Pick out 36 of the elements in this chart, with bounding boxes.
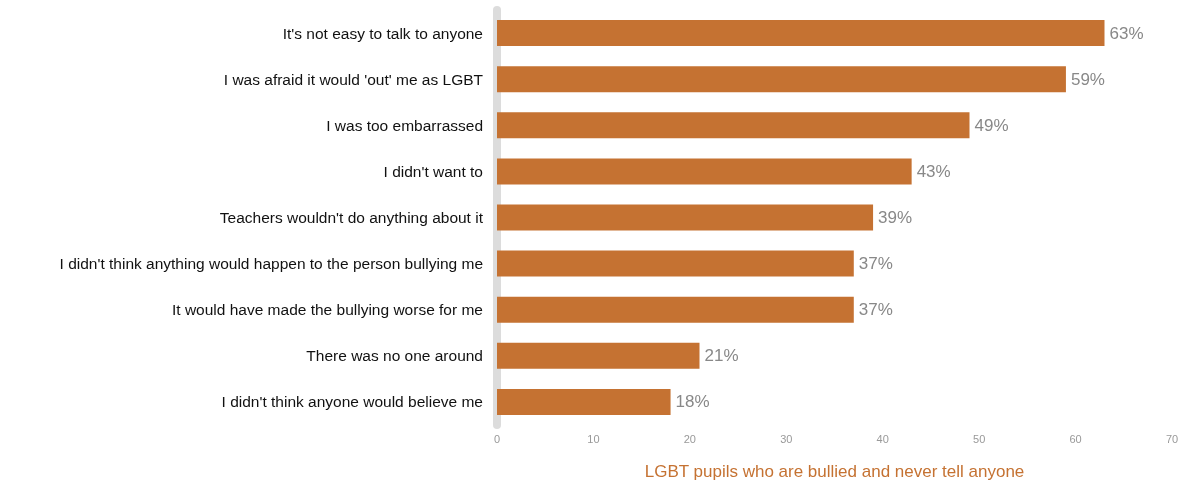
bar [497,342,700,369]
y-tick-label: I didn't think anything would happen to the person bullying me [59,255,483,273]
data-label: 37% [858,300,893,320]
y-tick-label: Teachers wouldn't do anything about it [219,209,484,226]
y-tick-label: There was no one around [306,347,483,365]
bar [497,250,854,277]
bar [497,112,970,139]
data-label: 63% [1109,23,1144,43]
x-tick-label: 20 [683,432,696,445]
x-tick-label: 10 [587,432,600,445]
x-tick-label: 60 [1069,432,1082,445]
data-label: 49% [974,115,1009,135]
data-label: 21% [704,346,739,366]
bar [497,296,854,323]
x-tick-label: 0 [493,432,501,445]
y-tick-label: I didn't think anyone would believe me [221,393,483,411]
y-tick-label: It's not easy to talk to anyone [282,24,483,42]
y-tick-label: I was too embarrassed [326,116,483,134]
y-tick-label: It would have made the bullying worse for me [171,301,483,319]
data-label: 59% [1070,69,1105,89]
bar [497,388,671,415]
data-label: 43% [916,161,951,181]
bar [497,158,912,185]
x-tick-label: 70 [1165,432,1179,445]
y-tick-label: I didn't want to [383,162,483,180]
data-label: 18% [675,392,710,412]
x-tick-label: 40 [876,432,889,445]
data-label: 37% [858,254,893,274]
bar [497,204,874,231]
y-tick-label: I was afraid it would 'out' me as LGBT [223,70,484,88]
x-axis-title: LGBT pupils who are bullied and never tell anyone [644,462,1025,481]
x-tick-label: 50 [973,432,986,445]
x-tick-label: 30 [780,432,793,445]
bar [497,66,1066,93]
bar [497,20,1105,47]
data-label: 39% [878,208,913,227]
